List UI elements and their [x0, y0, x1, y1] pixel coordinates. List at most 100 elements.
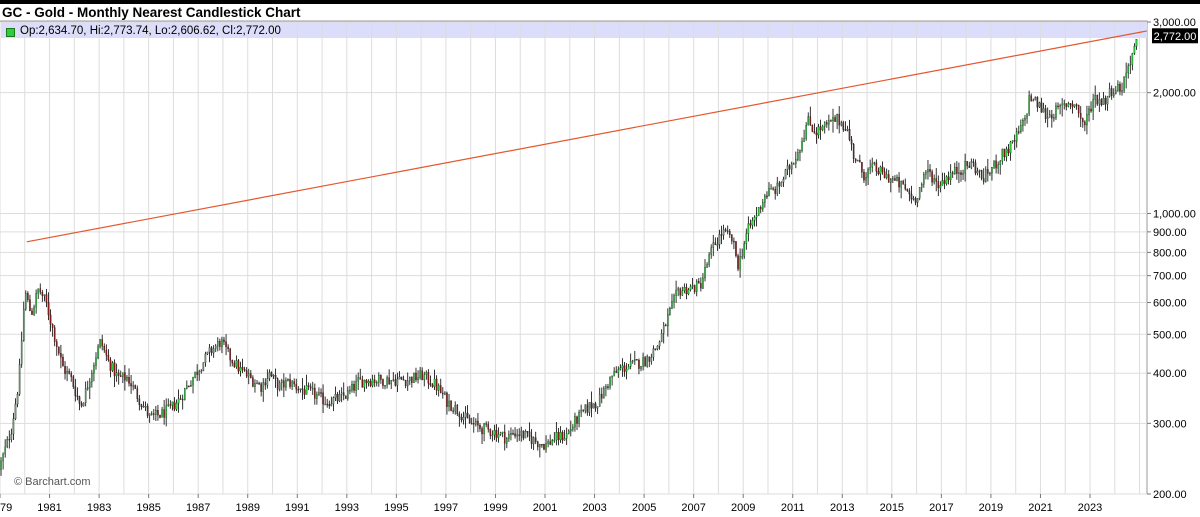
candle-body	[76, 395, 79, 397]
candle-body	[130, 383, 132, 387]
candle-body	[883, 171, 886, 179]
candle-body	[772, 188, 774, 190]
candle-body	[16, 394, 19, 405]
candle-body	[1100, 99, 1103, 106]
candle-body	[353, 384, 355, 391]
candle-body	[347, 390, 349, 399]
candle-body	[43, 294, 46, 296]
candle-body	[1065, 103, 1068, 107]
candle-body	[1026, 113, 1028, 119]
candle-body	[175, 402, 178, 410]
candle-body	[460, 416, 463, 421]
candle-body	[322, 392, 324, 405]
candle-body	[481, 428, 483, 435]
x-axis: 1979 1981 1983 1985 1987 1989 1991 1993 1995 1997…	[0, 494, 1102, 514]
candle-body	[995, 160, 997, 169]
candle-body	[726, 230, 729, 232]
candle-body	[662, 324, 665, 334]
candle-body	[245, 370, 248, 377]
candle-body	[283, 380, 285, 388]
candle-body	[962, 172, 964, 175]
candle-body	[435, 378, 438, 391]
candle-body	[871, 163, 874, 168]
candle-body	[1053, 117, 1055, 119]
candle-body	[396, 378, 399, 386]
candle-body	[326, 403, 329, 406]
candle-body	[545, 443, 547, 450]
candle-body	[202, 362, 205, 372]
candle-body	[565, 433, 568, 439]
candle-body	[349, 389, 351, 392]
candle-body	[132, 385, 134, 387]
candle-body	[999, 160, 1002, 165]
candle-body	[359, 377, 362, 380]
candle-body	[229, 348, 231, 361]
candle-body	[524, 430, 527, 439]
candle-body	[807, 116, 810, 126]
candle-body	[805, 125, 807, 139]
candle-body	[1094, 95, 1096, 100]
candle-body	[543, 444, 545, 450]
candle-body	[41, 292, 44, 296]
top-border	[0, 0, 1200, 4]
candle-body	[978, 170, 981, 172]
x-tick-label: 1991	[285, 502, 309, 514]
x-tick-label: 2023	[1078, 502, 1102, 514]
candle-body	[687, 289, 690, 295]
candle-body	[842, 122, 845, 130]
candle-body	[683, 286, 686, 291]
candle-body	[307, 385, 310, 387]
candles	[0, 39, 1138, 476]
candle-body	[62, 357, 64, 367]
candle-body	[68, 371, 70, 374]
candle-body	[159, 414, 161, 418]
candle-body	[675, 289, 677, 296]
candle-body	[384, 385, 386, 387]
x-tick-label: 2019	[979, 502, 1003, 514]
candle-body	[1129, 64, 1132, 67]
candle-body	[677, 288, 679, 291]
candle-body	[258, 382, 260, 385]
x-tick-label: 2011	[781, 502, 805, 514]
candle-body	[369, 381, 372, 386]
candle-body	[650, 357, 653, 362]
x-tick-label: 1979	[0, 502, 12, 514]
candle-body	[316, 394, 318, 399]
candle-body	[1022, 120, 1024, 126]
candle-body	[518, 434, 520, 437]
candle-body	[188, 385, 190, 388]
candle-body	[885, 174, 888, 179]
candle-body	[902, 180, 904, 185]
candle-body	[466, 412, 469, 419]
candle-body	[1034, 97, 1037, 101]
candle-body	[607, 386, 609, 388]
watermark: © Barchart.com	[14, 476, 91, 488]
last-price-box	[1152, 28, 1198, 44]
candle-body	[66, 371, 68, 374]
candle-body	[402, 379, 405, 381]
candle-body	[1088, 108, 1090, 115]
candle-body	[582, 409, 584, 412]
y-tick-label: 700.00	[1153, 271, 1187, 283]
candle-body	[943, 180, 946, 184]
candle-body	[475, 420, 477, 425]
candle-body	[1069, 103, 1072, 105]
candle-body	[1044, 108, 1047, 119]
candle-body	[991, 167, 993, 174]
candle-body	[757, 206, 760, 216]
candle-body	[718, 234, 721, 245]
candle-body	[574, 416, 576, 428]
candle-body	[70, 373, 73, 377]
candle-body	[198, 371, 201, 375]
x-tick-label: 1983	[87, 502, 111, 514]
candle-body	[173, 401, 176, 410]
candle-body	[764, 195, 766, 203]
candle-body	[171, 401, 174, 406]
candle-body	[314, 387, 316, 399]
candle-body	[1125, 72, 1127, 78]
candle-body	[181, 398, 184, 401]
x-tick-label: 2021	[1028, 502, 1052, 514]
candle-body	[640, 365, 642, 369]
candle-body	[625, 369, 628, 372]
y-tick-label: 900.00	[1153, 227, 1187, 239]
